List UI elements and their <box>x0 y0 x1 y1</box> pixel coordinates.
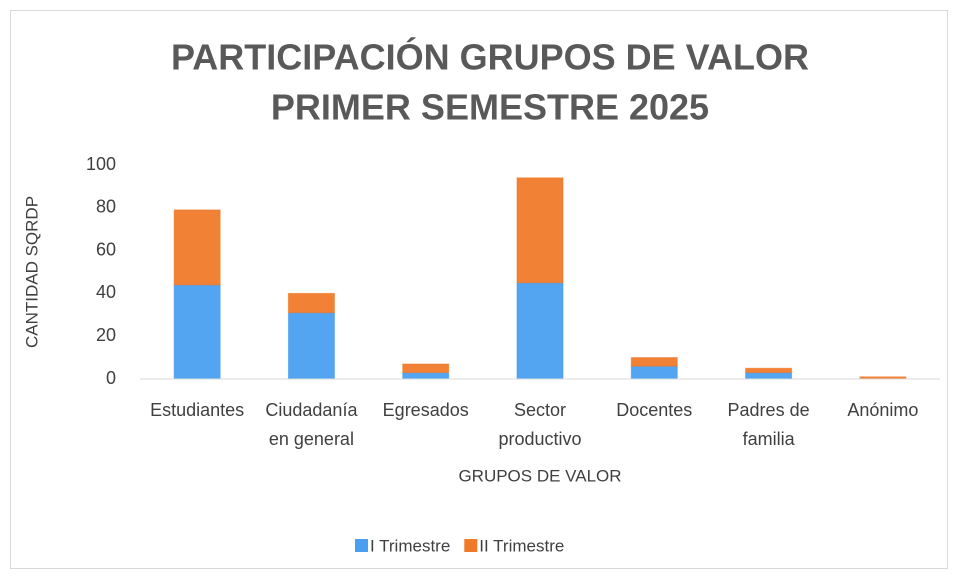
bar-segment <box>173 209 221 286</box>
y-tick-label: 60 <box>96 239 116 259</box>
y-tick-label: 80 <box>96 197 116 217</box>
x-tick-label: Docentes <box>616 400 692 420</box>
bar-segment <box>516 282 564 380</box>
bar-segment <box>745 367 793 374</box>
chart-title: PRIMER SEMESTRE 2025 <box>271 87 709 128</box>
x-tick-label: Padres de familia <box>728 400 810 449</box>
x-axis-label: GRUPOS DE VALOR <box>458 466 621 485</box>
legend-swatch <box>464 539 478 552</box>
bar-segment <box>630 357 678 367</box>
bar-segment <box>173 284 221 380</box>
chart-frame <box>10 10 948 569</box>
bar-segment <box>630 365 678 380</box>
bar-segment <box>402 363 450 374</box>
y-tick-label: 20 <box>96 325 116 345</box>
y-tick-label: 40 <box>96 282 116 302</box>
legend-swatch <box>355 539 368 552</box>
x-tick-label: Estudiantes <box>150 400 244 420</box>
bar-segment <box>516 177 564 284</box>
y-axis-label: CANTIDAD SQRDP <box>22 196 41 348</box>
x-tick-label: Anónimo <box>847 400 918 420</box>
x-tick-label: Sector productivo <box>498 400 581 449</box>
legend-label: II Trimestre <box>479 536 564 555</box>
bar-segment <box>287 292 335 314</box>
y-tick-label: 0 <box>106 368 116 388</box>
legend-label: I Trimestre <box>370 536 450 555</box>
chart-title: PARTICIPACIÓN GRUPOS DE VALOR <box>171 36 809 78</box>
bar-segment <box>745 372 793 380</box>
y-tick-label: 100 <box>86 154 116 174</box>
x-tick-label: Egresados <box>383 400 469 420</box>
x-tick-label: Ciudadanía en general <box>265 400 358 449</box>
bar-segment <box>287 312 335 380</box>
bar-segment <box>402 372 450 380</box>
